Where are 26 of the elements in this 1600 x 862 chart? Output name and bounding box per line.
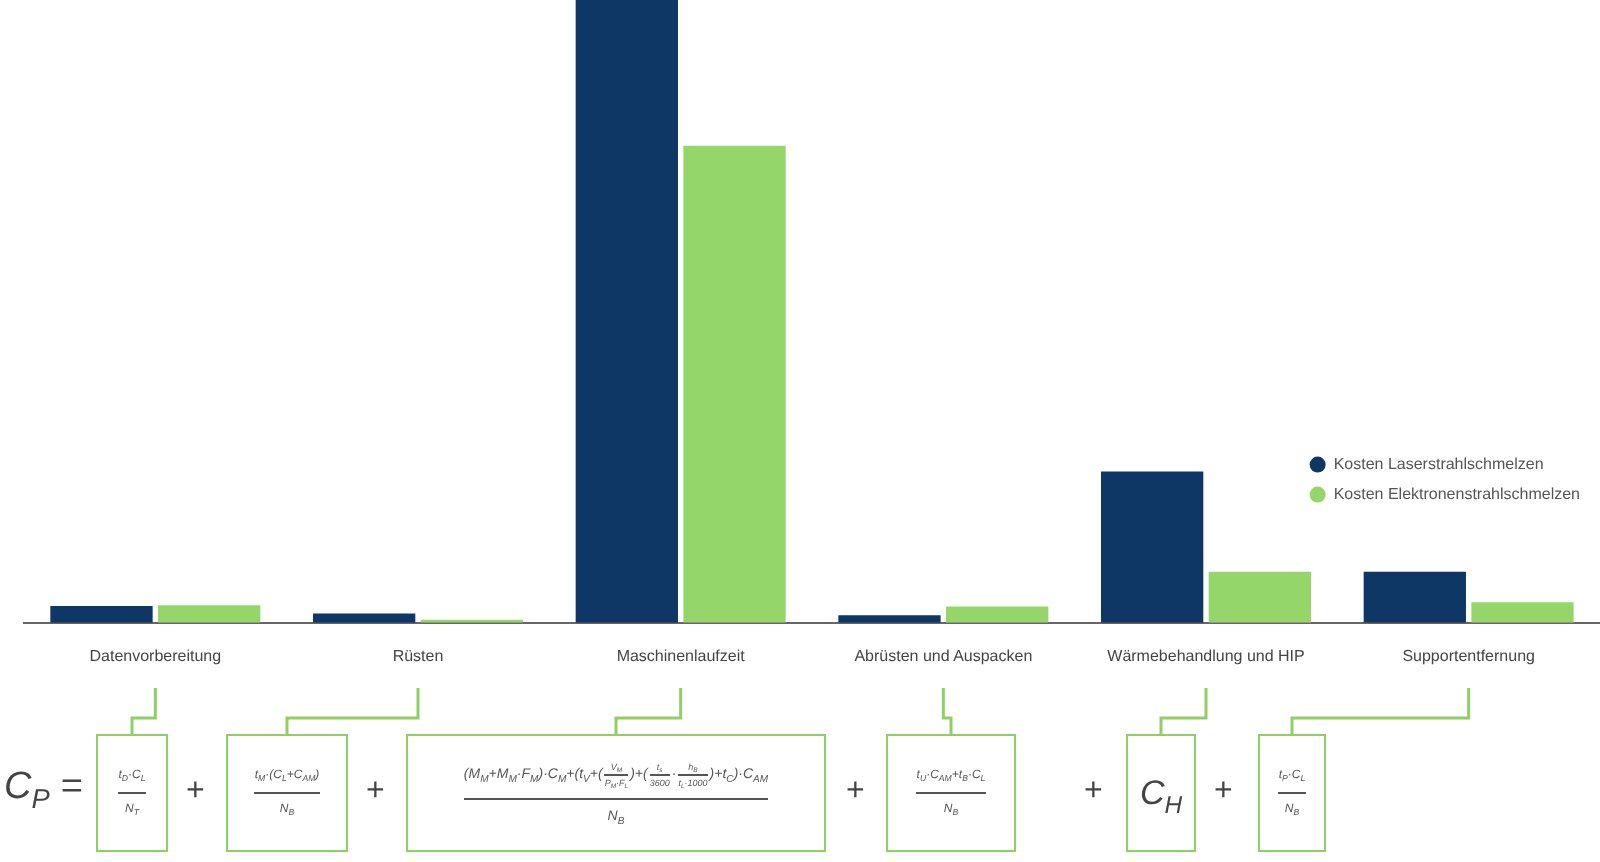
x-tick-label: Wärmebehandlung und HIP xyxy=(1107,646,1305,665)
text: C$_{P}$ = xyxy=(4,766,83,814)
x-tick-label: Supportentfernung xyxy=(1402,646,1535,665)
formula-box: C$_{H}$ xyxy=(1126,734,1196,852)
text: + xyxy=(1214,774,1233,808)
bar xyxy=(946,606,1049,623)
legend-label: Kosten Laserstrahlschmelzen xyxy=(1333,454,1544,473)
bar xyxy=(838,615,941,623)
x-tick-label: Maschinenlaufzeit xyxy=(616,646,747,665)
text: + xyxy=(846,774,865,808)
bar xyxy=(575,0,678,623)
text: + xyxy=(366,774,385,808)
bar xyxy=(683,145,786,623)
text: + xyxy=(186,774,205,808)
bar xyxy=(313,613,416,623)
x-tick-label: Abrüsten und Auspacken xyxy=(854,646,1033,665)
bar xyxy=(1101,471,1204,623)
bar xyxy=(1208,571,1311,623)
bar xyxy=(1471,602,1574,623)
bar xyxy=(50,605,153,623)
bar xyxy=(158,605,261,623)
bar xyxy=(1363,571,1466,623)
text: + xyxy=(1084,774,1103,808)
x-tick-label: Rüsten xyxy=(392,646,444,665)
legend-label: Kosten Elektronenstrahlschmelzen xyxy=(1333,484,1581,503)
x-tick-label: Datenvorbereitung xyxy=(89,646,222,665)
